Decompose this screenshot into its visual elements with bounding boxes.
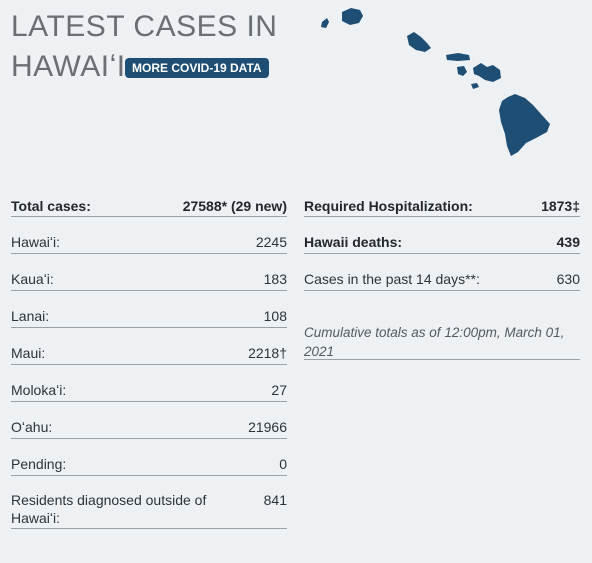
stat-row-lanai: Lanai: 108 xyxy=(11,307,287,328)
stat-label: Oʻahu: xyxy=(11,419,53,435)
stat-value: 21966 xyxy=(248,419,287,435)
stat-label: Total cases: xyxy=(11,198,91,214)
stat-row-maui: Maui: 2218† xyxy=(11,344,287,365)
stat-row-deaths: Hawaii deaths: 439 xyxy=(304,233,580,254)
niihau-island xyxy=(321,18,329,28)
stat-row-residents-outside: Residents diagnosed outside of Hawaiʻi: … xyxy=(11,491,287,529)
hawaii-islands-map-icon xyxy=(321,8,550,156)
stat-label: Lanai: xyxy=(11,308,50,324)
oahu-island xyxy=(407,32,431,52)
stat-label: Residents diagnosed outside of Hawaiʻi: xyxy=(11,492,207,526)
stat-row-molokai: Molokaʻi: 27 xyxy=(11,381,287,402)
stat-value: 1873‡ xyxy=(541,198,580,214)
molokai-island xyxy=(446,53,470,61)
stat-value: 841 xyxy=(263,492,287,508)
stat-label: Molokaʻi: xyxy=(11,382,67,398)
stat-row-hospitalization: Required Hospitalization: 1873‡ xyxy=(304,197,580,217)
kauai-island xyxy=(342,8,363,25)
stat-label: Pending: xyxy=(11,456,67,472)
stat-label: Required Hospitalization: xyxy=(304,198,473,214)
stat-row-hawaii: Hawaiʻi: 2245 xyxy=(11,233,287,254)
lanai-island xyxy=(457,66,467,76)
stat-value: 2245 xyxy=(255,234,287,250)
stat-value: 108 xyxy=(263,308,287,324)
stat-row-pending: Pending: 0 xyxy=(11,455,287,476)
more-covid-data-button[interactable]: MORE COVID-19 DATA xyxy=(125,58,269,78)
stat-value: 0 xyxy=(279,456,287,472)
stat-label: Maui: xyxy=(11,345,46,361)
stat-value: 439 xyxy=(556,234,580,250)
stat-value: 630 xyxy=(556,271,580,287)
stat-value: 27 xyxy=(271,382,287,398)
stat-row-total-cases: Total cases: 27588* (29 new) xyxy=(11,197,287,217)
page-title-line-2: HAWAIʻI xyxy=(11,50,126,83)
stat-value: 27588* (29 new) xyxy=(182,198,287,214)
big-island xyxy=(499,94,550,156)
stat-label: Cases in the past 14 days**: xyxy=(304,271,480,287)
stat-value: 183 xyxy=(263,271,287,287)
stat-label: Hawaii deaths: xyxy=(304,234,403,250)
kahoolawe-island xyxy=(471,83,479,89)
cumulative-totals-note: Cumulative totals as of 12:00pm, March 0… xyxy=(304,323,580,360)
stat-row-oahu: Oʻahu: 21966 xyxy=(11,418,287,439)
stat-value: 2218† xyxy=(248,345,287,361)
maui-island xyxy=(473,63,501,82)
stat-label: Kauaʻi: xyxy=(11,271,54,287)
stat-row-kauai: Kauaʻi: 183 xyxy=(11,270,287,291)
stat-label: Hawaiʻi: xyxy=(11,234,61,250)
page-title-line-1: LATEST CASES IN xyxy=(11,10,278,43)
stat-row-past-14-days: Cases in the past 14 days**: 630 xyxy=(304,270,580,291)
